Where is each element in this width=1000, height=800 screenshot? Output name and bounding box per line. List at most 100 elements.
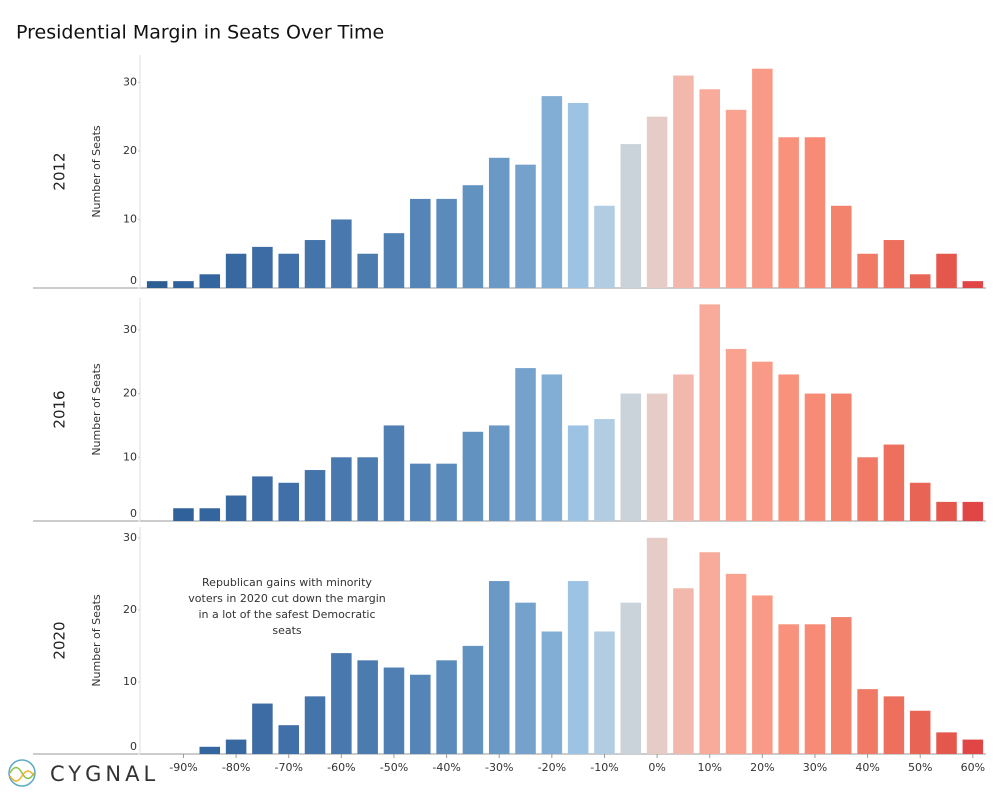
- annotation-line: seats: [272, 624, 302, 637]
- bar: [304, 696, 326, 754]
- y-tick-label: 30: [123, 75, 137, 88]
- bar: [962, 739, 984, 754]
- bar: [909, 710, 931, 754]
- bar: [567, 425, 589, 521]
- bar: [304, 470, 326, 521]
- bar: [357, 660, 378, 754]
- bar: [567, 581, 589, 754]
- annotation: Republican gains with minority voters in …: [188, 576, 385, 637]
- y-tick-label: 20: [123, 387, 137, 400]
- y-tick-label: 10: [123, 212, 137, 225]
- bar: [357, 457, 378, 521]
- annotation-line: Republican gains with minority: [202, 576, 372, 589]
- bar: [620, 602, 642, 754]
- bar: [804, 393, 826, 521]
- bar: [331, 653, 352, 754]
- bar: [752, 595, 773, 754]
- bar: [594, 631, 615, 754]
- bar: [225, 495, 247, 521]
- bar: [252, 246, 273, 288]
- bar: [199, 746, 221, 754]
- bar: [462, 431, 484, 521]
- bar: [673, 75, 694, 288]
- logo-text: CYGNAL: [50, 762, 159, 786]
- x-tick-label: -50%: [380, 761, 408, 774]
- bar: [357, 253, 378, 288]
- y-tick-label: 0: [130, 740, 137, 753]
- bar: [804, 137, 826, 288]
- bar: [488, 425, 510, 521]
- bar: [541, 374, 563, 521]
- bar: [620, 393, 642, 521]
- bar: [594, 205, 615, 288]
- bar: [199, 508, 221, 521]
- bar: [541, 96, 563, 288]
- x-tick-label: -30%: [485, 761, 513, 774]
- x-tick-label: -70%: [275, 761, 303, 774]
- bar: [383, 425, 405, 521]
- x-tick-label: 30%: [803, 761, 827, 774]
- bar: [752, 68, 773, 289]
- bar: [673, 374, 694, 521]
- annotation-line: voters in 2020 cut down the margin: [188, 592, 385, 605]
- bar: [909, 274, 931, 288]
- bar: [383, 667, 405, 754]
- bar: [488, 581, 510, 754]
- bar: [225, 253, 247, 288]
- bar: [936, 732, 957, 754]
- chart-title: Presidential Margin in Seats Over Time: [16, 22, 384, 44]
- bar: [699, 304, 720, 521]
- bar: [883, 444, 905, 521]
- bar: [173, 281, 194, 288]
- bar: [278, 253, 299, 288]
- y-axis-title: Number of Seats: [90, 363, 103, 456]
- bar: [252, 476, 273, 521]
- bar: [515, 164, 536, 288]
- bar: [278, 482, 299, 521]
- y-axis-title: Number of Seats: [90, 594, 103, 687]
- bar: [752, 361, 773, 521]
- bar: [831, 617, 852, 754]
- bar: [883, 696, 905, 754]
- bar: [541, 631, 563, 754]
- bar: [936, 253, 957, 288]
- x-tick-label: 60%: [961, 761, 985, 774]
- y-tick-label: 30: [123, 531, 137, 544]
- y-tick-label: 20: [123, 144, 137, 157]
- bar: [515, 602, 536, 754]
- y-axis-title: Number of Seats: [90, 125, 103, 218]
- bar: [646, 537, 668, 754]
- bar: [725, 573, 747, 754]
- x-tick-label: -60%: [327, 761, 355, 774]
- bar: [594, 419, 615, 521]
- bar: [462, 185, 484, 288]
- y-tick-label: 10: [123, 675, 137, 688]
- bar: [199, 274, 221, 288]
- bar: [646, 116, 668, 288]
- bar: [725, 348, 747, 521]
- bar: [410, 674, 431, 754]
- bar: [646, 393, 668, 521]
- bar: [962, 281, 984, 288]
- bar: [173, 508, 194, 521]
- x-tick-label: -90%: [169, 761, 197, 774]
- bar: [304, 240, 326, 288]
- x-tick-label: -20%: [538, 761, 566, 774]
- bar: [778, 137, 799, 288]
- row-label: 2020: [51, 621, 69, 659]
- bar: [699, 552, 720, 754]
- bar: [778, 624, 799, 754]
- bar: [436, 198, 457, 288]
- x-tick-label: -80%: [222, 761, 250, 774]
- bar: [436, 463, 457, 521]
- bar: [620, 144, 642, 288]
- y-tick-label: 0: [130, 274, 137, 287]
- bar: [225, 739, 247, 754]
- bar: [410, 463, 431, 521]
- row-label: 2016: [51, 390, 69, 428]
- bar: [857, 457, 878, 521]
- bar: [699, 89, 720, 288]
- y-tick-label: 10: [123, 450, 137, 463]
- y-tick-label: 30: [123, 323, 137, 336]
- x-tick-label: 20%: [750, 761, 774, 774]
